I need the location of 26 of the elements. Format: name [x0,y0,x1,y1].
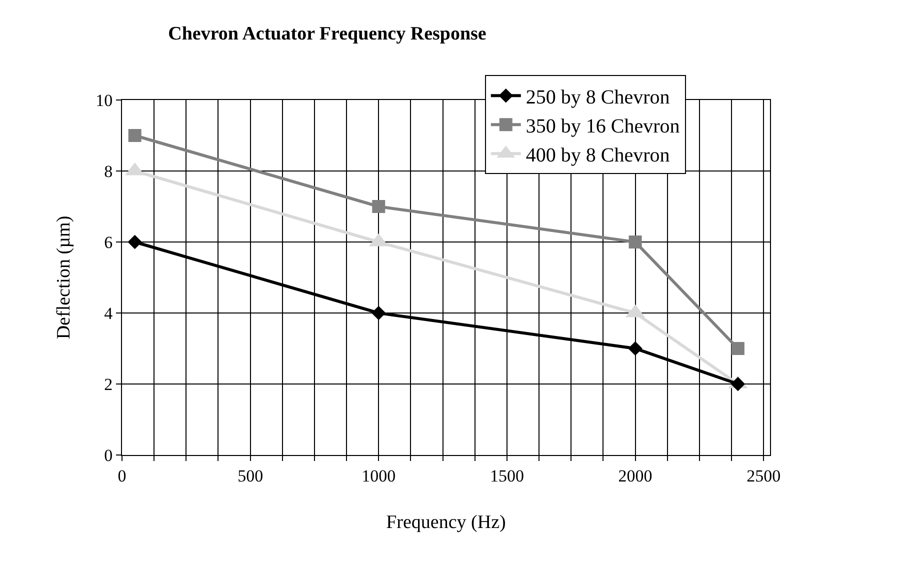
y-tick-label: 2 [104,374,113,394]
legend-label: 350 by 16 Chevron [526,115,680,138]
x-tick-label: 0 [118,466,126,486]
point [731,342,744,355]
point [628,341,642,356]
y-axis-title: Deflection (µm) [53,216,74,340]
x-axis-title: Frequency (Hz) [386,512,506,534]
point [128,129,142,142]
y-tick-label: 0 [104,446,113,465]
x-tick-label: 2500 [746,466,781,486]
x-tick-label: 1500 [490,466,524,486]
point [371,306,386,320]
point [730,376,746,392]
x-tick-label: 1000 [362,466,396,486]
y-tick-label: 10 [96,90,113,110]
point [372,200,386,213]
x-tick-label: 500 [238,466,264,486]
x-tick-label: 2000 [618,466,652,486]
point [628,236,642,248]
y-tick-label: 6 [104,232,113,252]
legend-label: 250 by 8 Chevron [526,86,670,108]
legend-label: 400 by 8 Chevron [526,144,670,166]
y-tick-label: 8 [104,162,113,181]
y-tick-label: 4 [104,304,114,323]
chart-title: Chevron Actuator Frequency Response [168,24,486,45]
point [128,234,142,250]
